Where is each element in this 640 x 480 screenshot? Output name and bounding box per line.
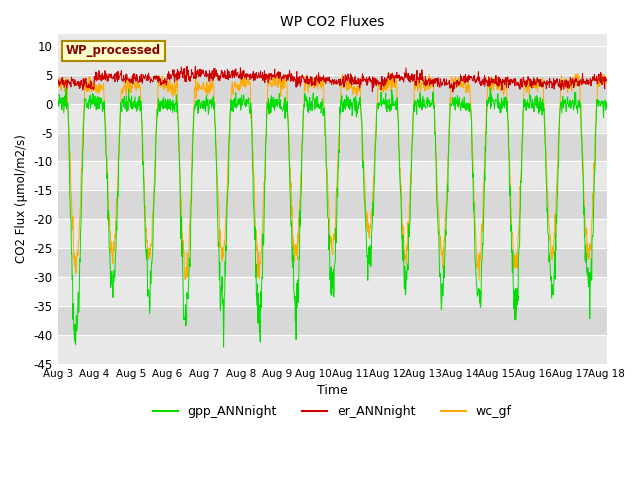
Y-axis label: CO2 Flux (μmol/m2/s): CO2 Flux (μmol/m2/s): [15, 134, 28, 264]
Bar: [58, 335, 607, 364]
Bar: [58, 306, 607, 335]
X-axis label: Time: Time: [317, 384, 348, 397]
Bar: [58, 132, 607, 161]
Bar: [58, 161, 607, 191]
Bar: [58, 46, 607, 75]
Bar: [58, 104, 607, 132]
Bar: [58, 219, 607, 248]
Bar: [58, 277, 607, 306]
Bar: [58, 191, 607, 219]
Bar: [58, 248, 607, 277]
Title: WP CO2 Fluxes: WP CO2 Fluxes: [280, 15, 384, 29]
Legend: gpp_ANNnight, er_ANNnight, wc_gf: gpp_ANNnight, er_ANNnight, wc_gf: [148, 400, 516, 423]
Bar: [58, 75, 607, 104]
Text: WP_processed: WP_processed: [66, 44, 161, 57]
